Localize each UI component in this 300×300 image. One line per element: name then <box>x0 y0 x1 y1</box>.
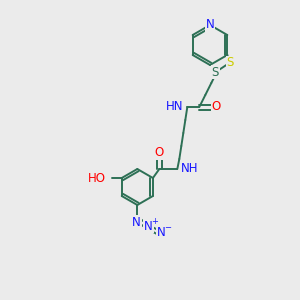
Text: O: O <box>212 100 221 113</box>
Text: N: N <box>144 220 153 232</box>
Text: S: S <box>212 65 219 79</box>
Text: −: − <box>164 224 171 232</box>
Text: N: N <box>157 226 166 238</box>
Text: HN: HN <box>166 100 183 113</box>
Text: S: S <box>226 56 234 70</box>
Text: +: + <box>151 218 158 226</box>
Text: NH: NH <box>181 163 199 176</box>
Text: HO: HO <box>88 172 106 184</box>
Text: N: N <box>206 19 214 32</box>
Text: O: O <box>155 146 164 160</box>
Text: N: N <box>132 215 141 229</box>
